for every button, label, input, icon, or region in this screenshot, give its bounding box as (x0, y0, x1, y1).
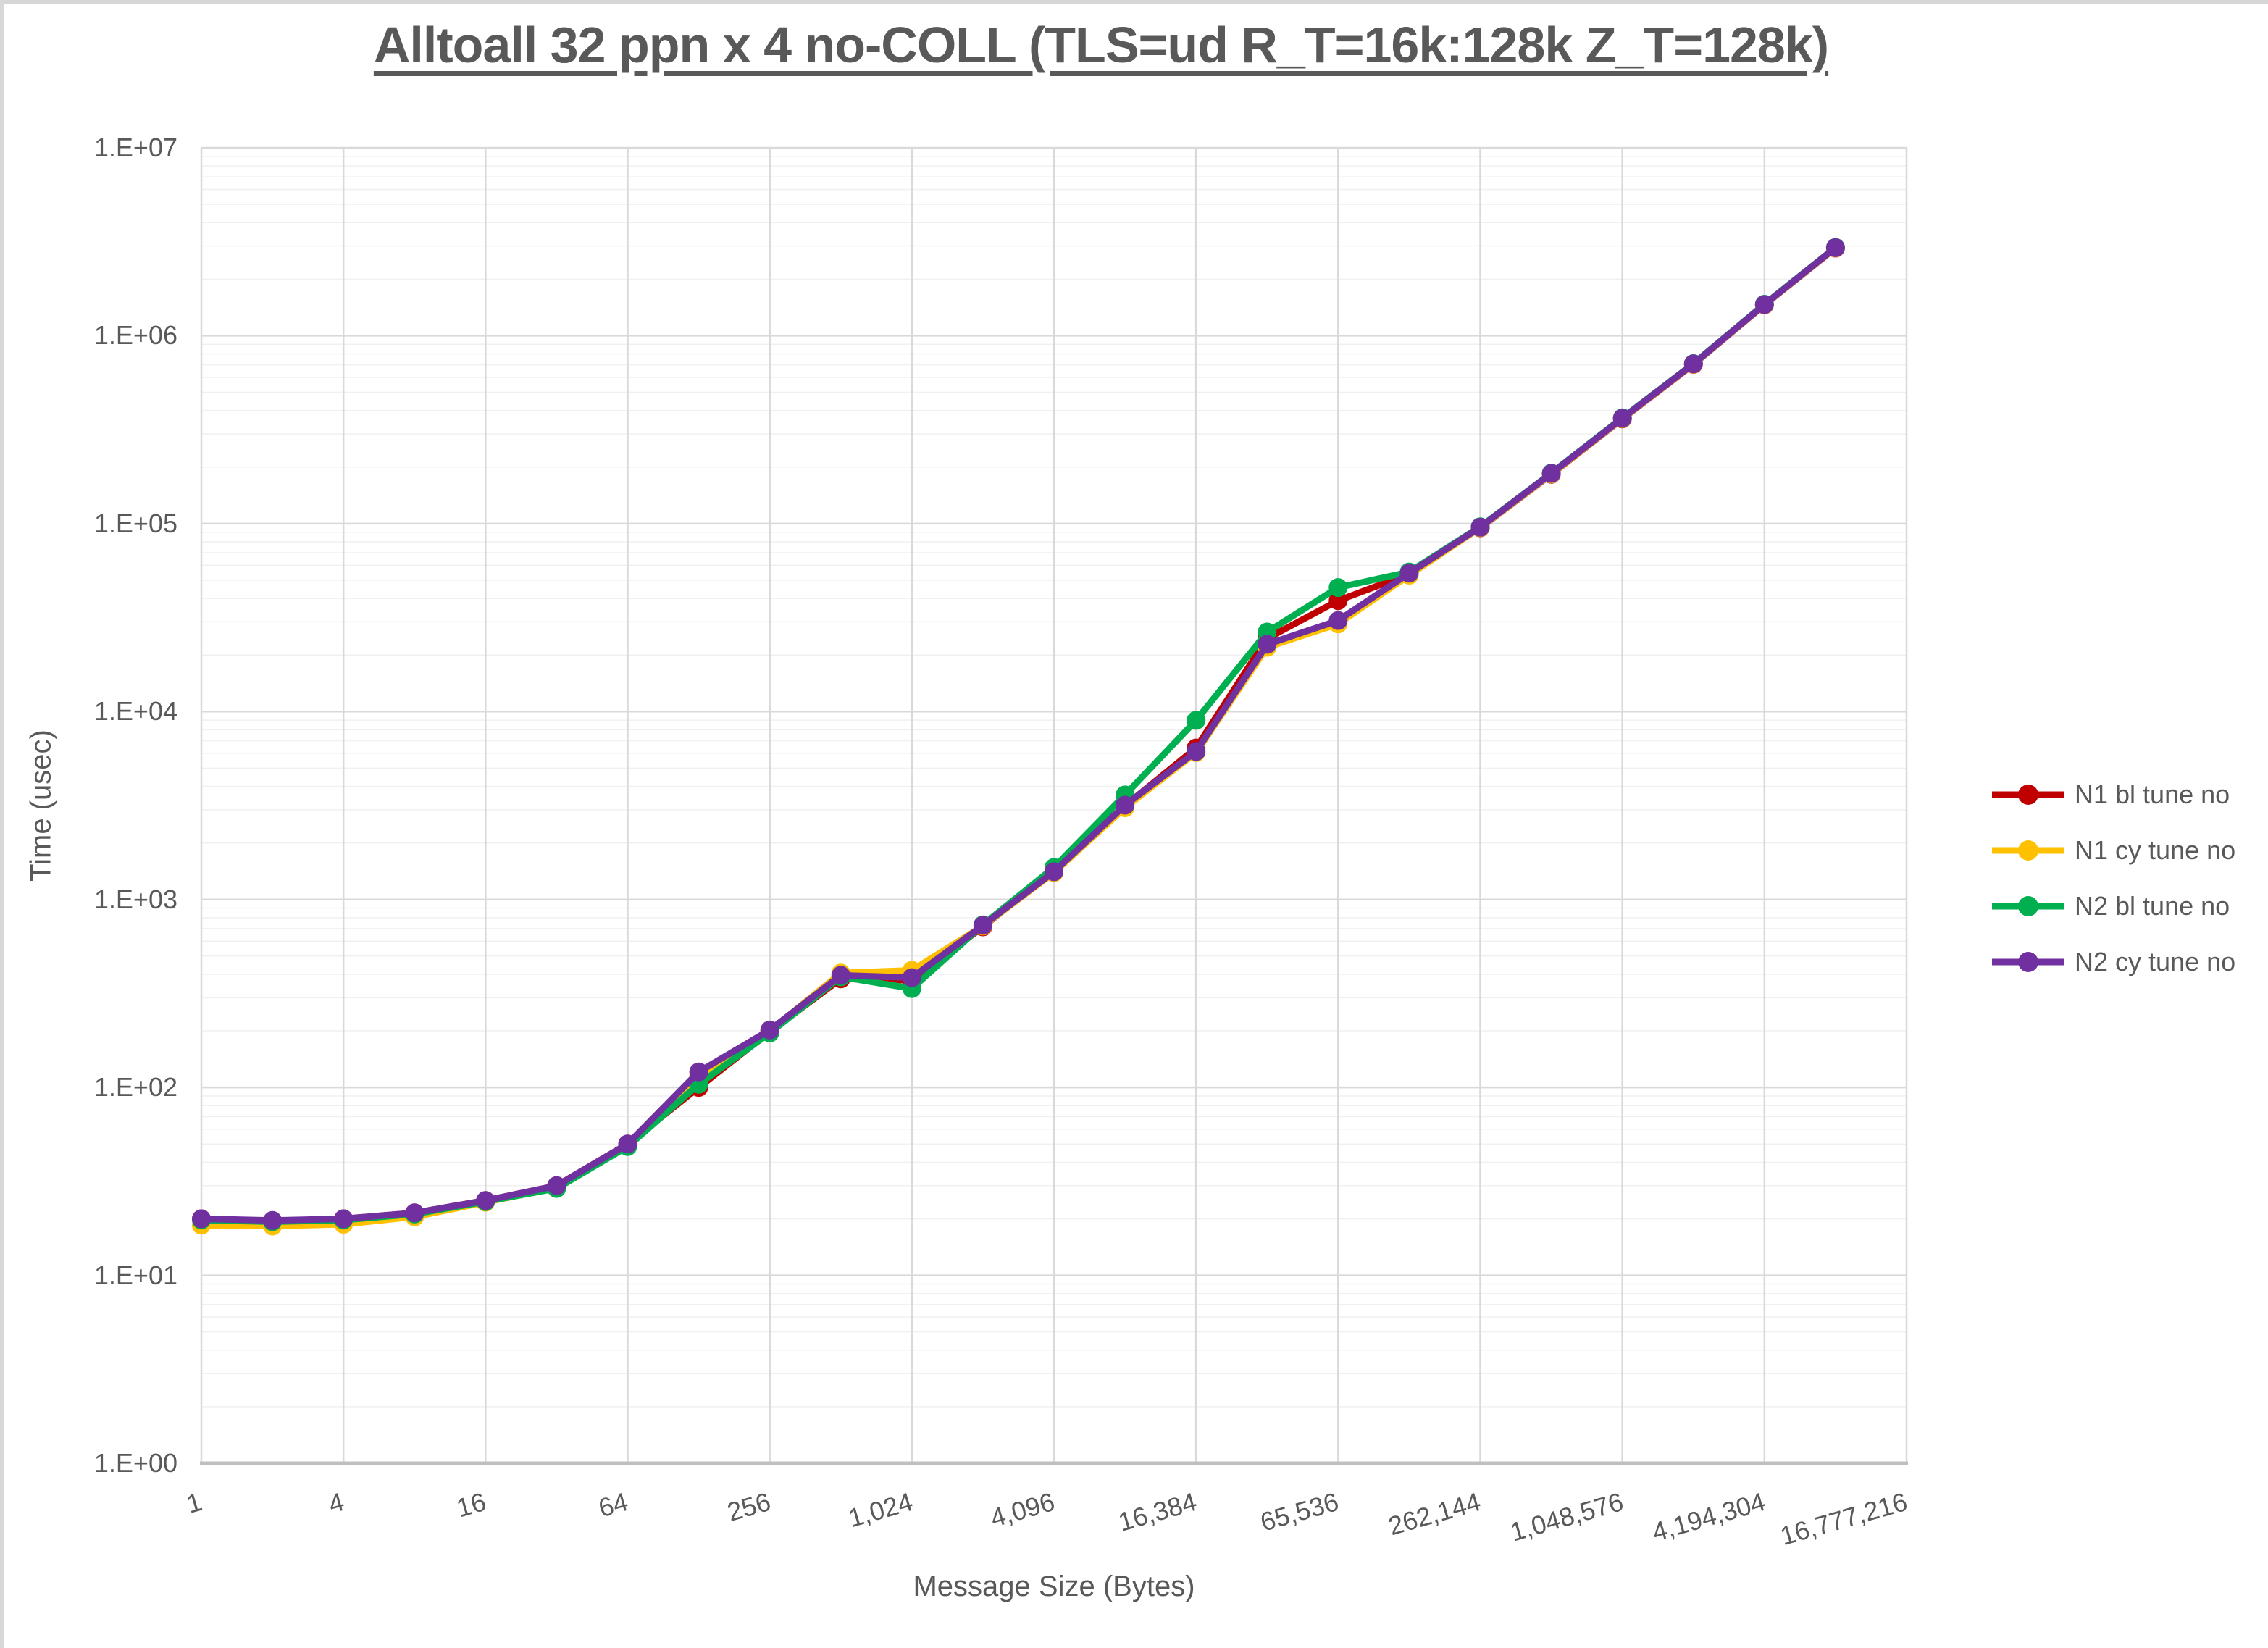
series-n1-bl-tune-no (192, 238, 1845, 1231)
data-point-marker (689, 1062, 708, 1082)
data-point-marker (1825, 238, 1845, 257)
window-top-edge (0, 0, 2268, 4)
data-point-marker (1258, 635, 1277, 654)
y-tick-label: 1.E+03 (93, 884, 177, 914)
legend-label: N2 cy tune no (2075, 946, 2236, 976)
data-point-marker (1470, 517, 1490, 537)
legend-label: N1 cy tune no (2075, 835, 2236, 865)
legend-item: N1 bl tune no (1991, 766, 2235, 822)
data-point-marker (1328, 591, 1348, 611)
data-point-marker (1399, 564, 1419, 583)
y-tick-label: 1.E+05 (93, 508, 177, 538)
legend-label: N1 bl tune no (2075, 779, 2230, 809)
data-point-marker (902, 968, 921, 987)
legend-line-marker-icon (1992, 951, 2064, 972)
window-left-edge (0, 0, 4, 1648)
data-point-marker (1541, 464, 1561, 483)
data-point-marker (1683, 354, 1703, 374)
y-tick-label: 1.E+07 (93, 133, 177, 162)
data-point-marker (547, 1176, 566, 1195)
series-n2-bl-tune-no (192, 238, 1845, 1231)
y-tick-label: 1.E+04 (93, 696, 177, 727)
legend-line-marker-icon (1992, 895, 2064, 916)
y-tick-label: 1.E+01 (93, 1260, 177, 1290)
y-axis-title-text: Time (usec) (25, 729, 57, 882)
data-point-marker (334, 1209, 353, 1229)
series-n2-cy-tune-no (192, 238, 1845, 1230)
legend-item: N2 cy tune no (1991, 934, 2235, 990)
data-point-marker (1187, 711, 1206, 730)
data-point-marker (263, 1210, 283, 1230)
data-point-marker (973, 916, 992, 935)
x-axis-title: Message Size (Bytes) (913, 1570, 1195, 1602)
data-point-marker (405, 1203, 424, 1223)
legend-line-marker-icon (1992, 784, 2064, 805)
y-tick-label: 1.E+02 (93, 1072, 177, 1103)
legend-label: N2 bl tune no (2075, 890, 2230, 921)
data-point-marker (1187, 742, 1206, 761)
data-point-marker (1116, 795, 1135, 815)
chart-title: Alltoall 32 ppn x 4 no-COLL (TLS=ud R_T=… (373, 17, 1829, 73)
y-tick-label: 1.E+00 (93, 1448, 177, 1478)
series-n1-cy-tune-no (192, 238, 1845, 1236)
data-point-marker (1328, 578, 1348, 598)
legend-item: N1 cy tune no (1991, 822, 2235, 878)
data-point-marker (1754, 295, 1774, 314)
legend-line-marker-icon (1992, 840, 2064, 861)
data-point-marker (831, 966, 850, 985)
data-point-marker (192, 1209, 211, 1229)
legend: N1 bl tune no N1 cy tune no N2 bl tune n… (1991, 766, 2235, 990)
y-tick-label: 1.E+06 (93, 320, 177, 351)
data-point-marker (1328, 611, 1348, 630)
major-vertical-gridlines (200, 148, 1908, 1463)
legend-item: N2 bl tune no (1991, 878, 2235, 934)
data-point-marker (760, 1020, 779, 1040)
data-point-marker (476, 1191, 495, 1210)
data-point-marker (1045, 862, 1063, 882)
data-point-marker (618, 1134, 637, 1154)
data-point-marker (1612, 409, 1632, 428)
